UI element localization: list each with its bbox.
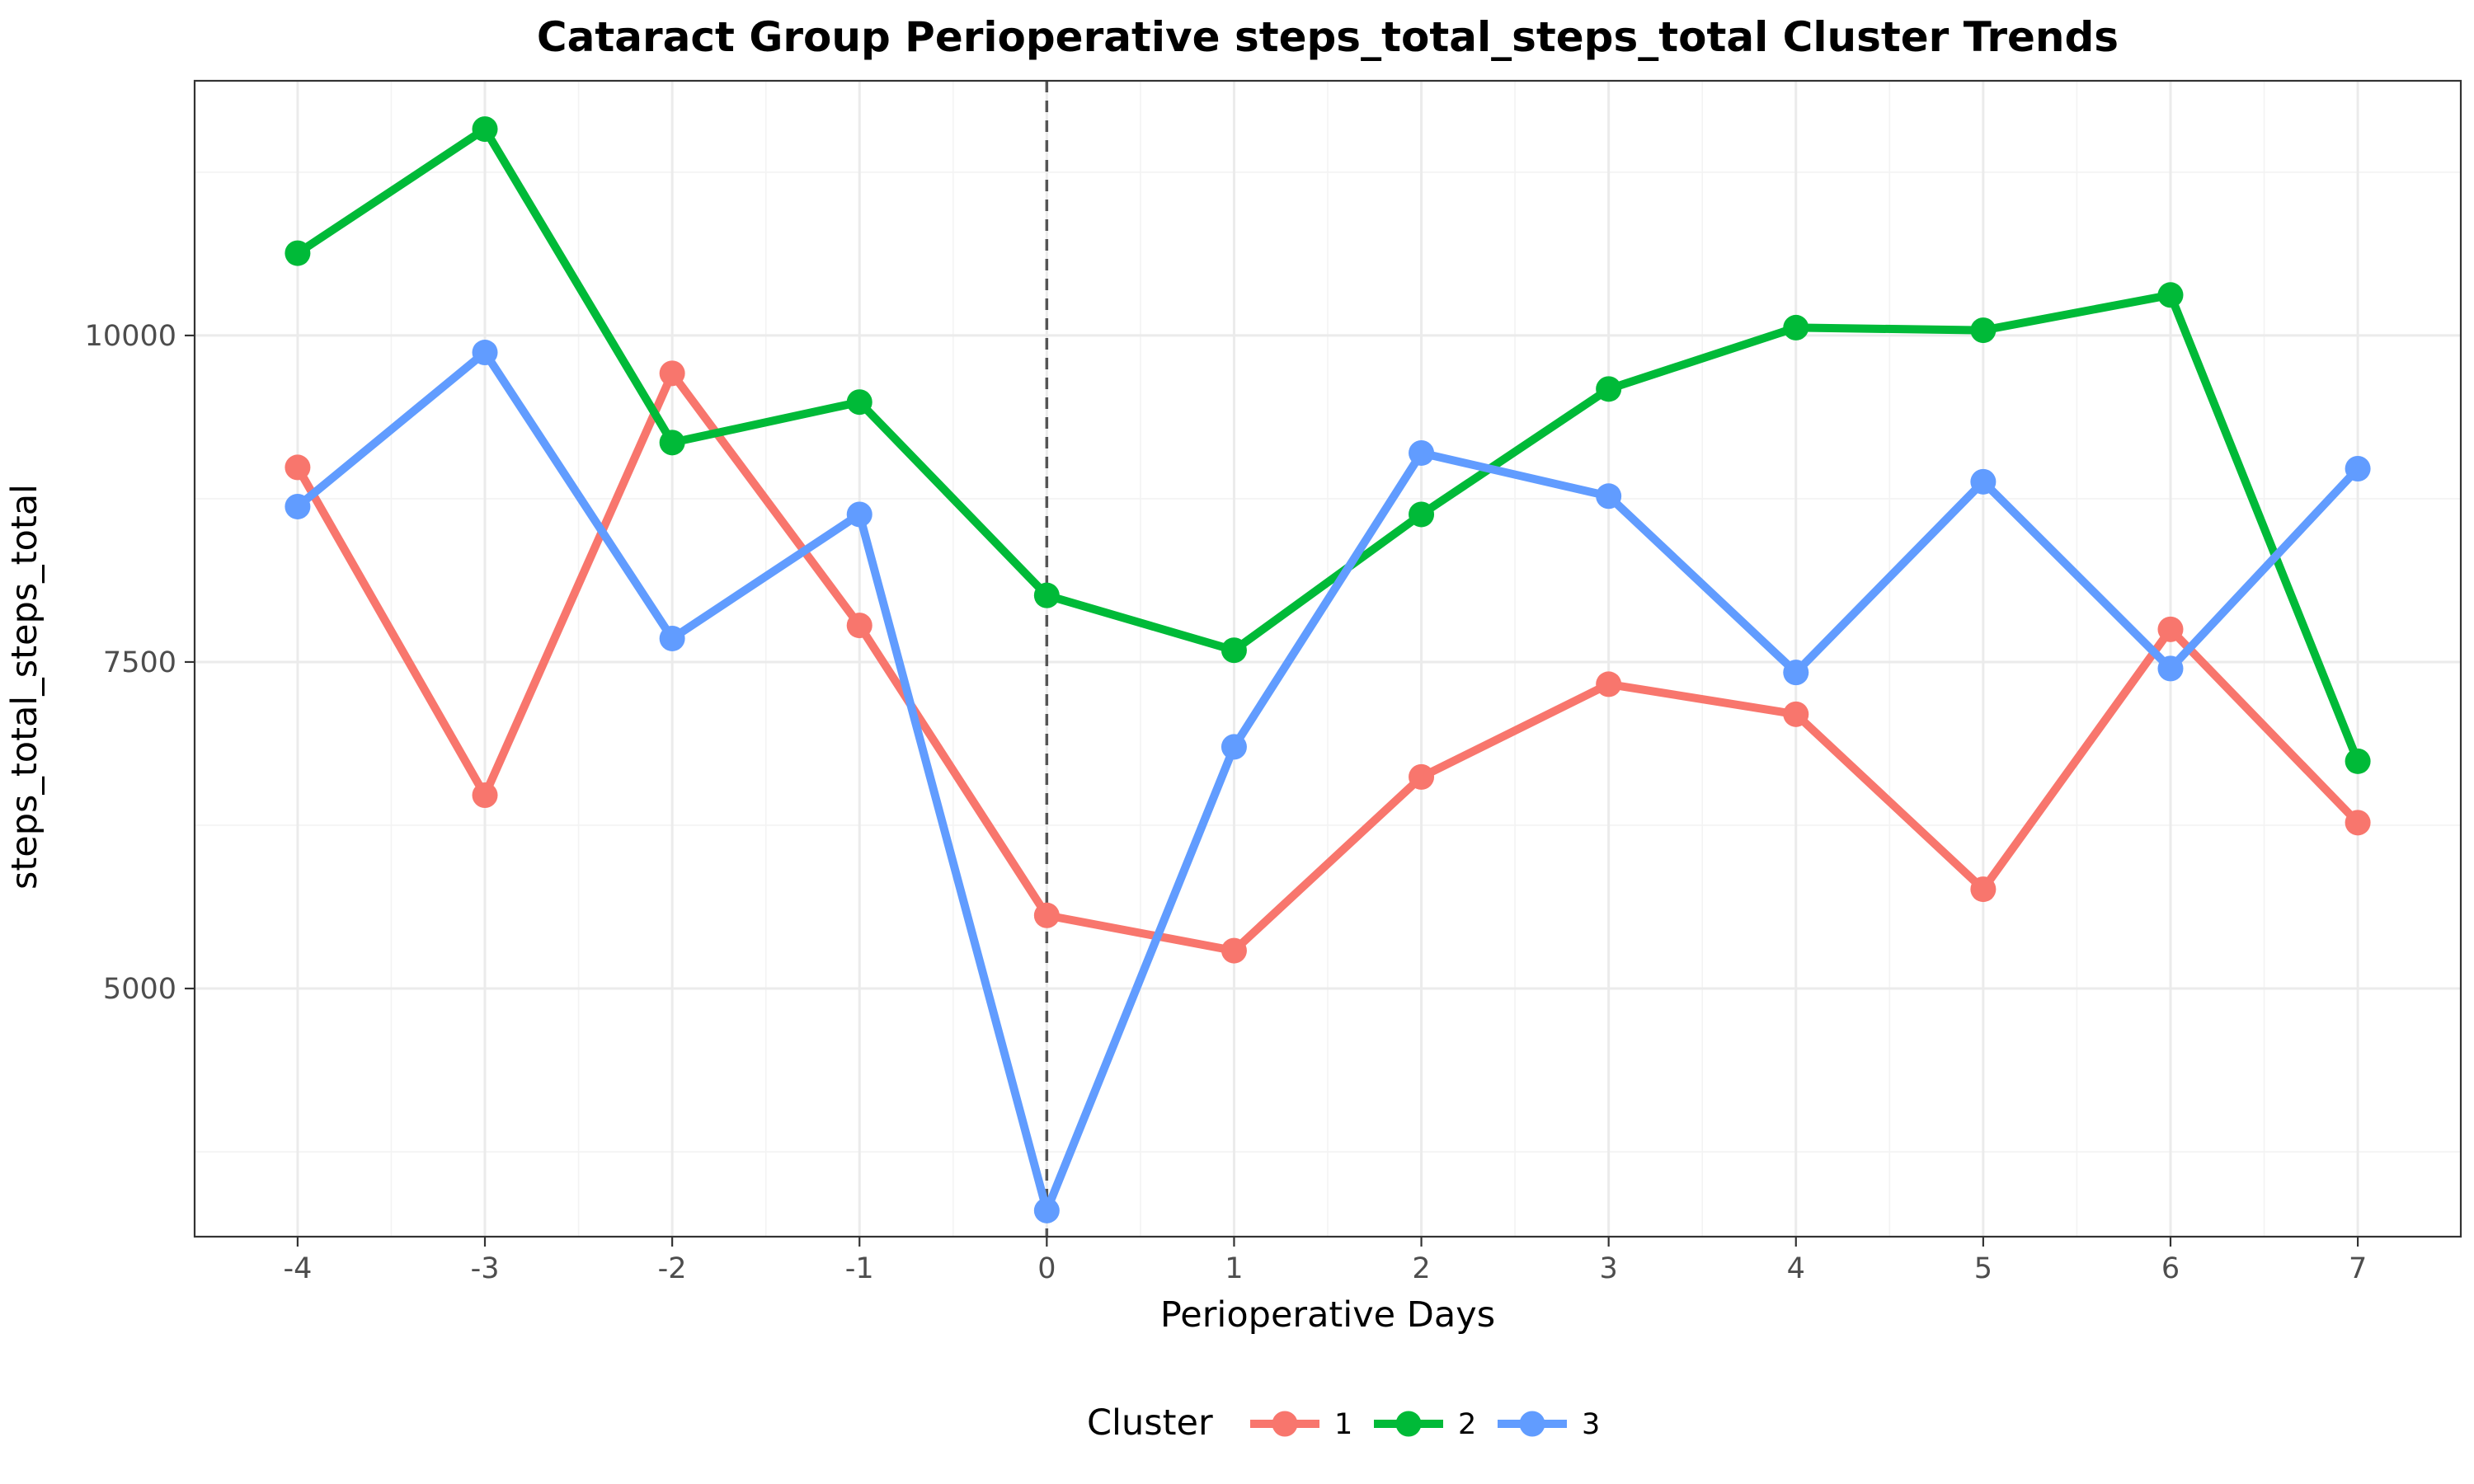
data-point-cluster-3 (846, 501, 872, 528)
x-tick-label: 4 (1787, 1252, 1805, 1285)
x-tick-label: -4 (283, 1252, 312, 1285)
x-tick-label: 5 (1974, 1252, 1992, 1285)
series-line-cluster-3 (294, 348, 2361, 1215)
data-point-cluster-1 (1033, 902, 1060, 928)
data-point-cluster-1 (1783, 701, 1809, 727)
data-point-cluster-1 (846, 613, 872, 639)
data-point-cluster-3 (1033, 1197, 1060, 1223)
data-point-cluster-1 (1970, 876, 1997, 903)
data-point-cluster-1 (472, 782, 498, 809)
data-point-cluster-1 (659, 360, 685, 387)
legend-title: Cluster (1087, 1402, 1213, 1444)
legend-items: 1 2 3 (1250, 1408, 1600, 1441)
y-tick-label: 5000 (103, 973, 176, 1006)
data-point-cluster-1 (2345, 810, 2371, 836)
data-point-cluster-2 (1221, 637, 1247, 664)
x-tick-label: 3 (1600, 1252, 1618, 1285)
series-line-cluster-1 (294, 369, 2361, 956)
x-tick-label: -3 (471, 1252, 500, 1285)
legend-key-point-cluster-2 (1395, 1411, 1422, 1437)
data-point-cluster-3 (2345, 456, 2371, 482)
data-point-cluster-3 (1409, 439, 1435, 466)
x-tick-label: -1 (845, 1252, 874, 1285)
y-axis-label: steps_total_steps_total (4, 484, 45, 890)
data-point-cluster-1 (1596, 671, 1622, 697)
y-tick-label: 10000 (85, 320, 176, 353)
series-line-cluster-2 (295, 124, 2362, 763)
data-point-cluster-2 (1970, 317, 1997, 344)
chart-title: Cataract Group Perioperative steps_total… (537, 13, 2119, 61)
x-tick-label: 7 (2349, 1252, 2367, 1285)
y-tick-label: 7500 (103, 646, 176, 679)
data-point-cluster-3 (659, 625, 685, 651)
x-tick-label: 0 (1037, 1252, 1056, 1285)
data-point-cluster-2 (1783, 314, 1809, 340)
x-axis-label: Perioperative Days (1160, 1294, 1495, 1336)
legend-label-cluster-2: 2 (1458, 1408, 1476, 1441)
data-point-cluster-3 (2157, 655, 2184, 682)
data-point-cluster-1 (2157, 616, 2184, 642)
plot-panel-border (193, 79, 2462, 1238)
x-tick-label: -2 (658, 1252, 687, 1285)
legend: Cluster 1 2 3 (1087, 1402, 1600, 1444)
legend-label-cluster-1: 1 (1334, 1408, 1352, 1441)
data-point-cluster-3 (285, 493, 311, 519)
x-tick-label: 1 (1225, 1252, 1243, 1285)
data-point-cluster-2 (472, 116, 498, 143)
x-tick-label: 2 (1412, 1252, 1430, 1285)
series-points (285, 116, 2371, 1223)
minor-gridlines (195, 81, 2461, 1237)
data-point-cluster-1 (285, 454, 311, 481)
major-gridlines (195, 81, 2461, 1237)
data-point-cluster-2 (2157, 282, 2184, 308)
data-point-cluster-1 (1409, 763, 1435, 790)
legend-label-cluster-3: 3 (1582, 1408, 1600, 1441)
data-point-cluster-2 (659, 430, 685, 456)
data-point-cluster-1 (1221, 937, 1247, 964)
data-point-cluster-2 (1596, 376, 1622, 402)
data-point-cluster-3 (1970, 468, 1997, 495)
data-point-cluster-2 (1409, 501, 1435, 528)
legend-key-point-cluster-3 (1519, 1411, 1545, 1437)
data-point-cluster-3 (1221, 734, 1247, 760)
data-point-cluster-3 (1783, 660, 1809, 686)
series-lines (294, 124, 2362, 1215)
data-point-cluster-3 (472, 340, 498, 366)
legend-key-point-cluster-1 (1272, 1411, 1298, 1437)
data-point-cluster-3 (1596, 483, 1622, 510)
y-axis-ticks: 5000 7500 10000 (85, 320, 195, 1006)
data-point-cluster-2 (285, 240, 311, 266)
x-tick-label: 6 (2161, 1252, 2180, 1285)
x-axis-ticks: -4 -3 -2 -1 0 1 2 3 4 5 6 7 (283, 1237, 2367, 1285)
data-point-cluster-2 (1033, 582, 1060, 608)
data-point-cluster-2 (846, 389, 872, 416)
data-point-cluster-2 (2345, 748, 2371, 774)
